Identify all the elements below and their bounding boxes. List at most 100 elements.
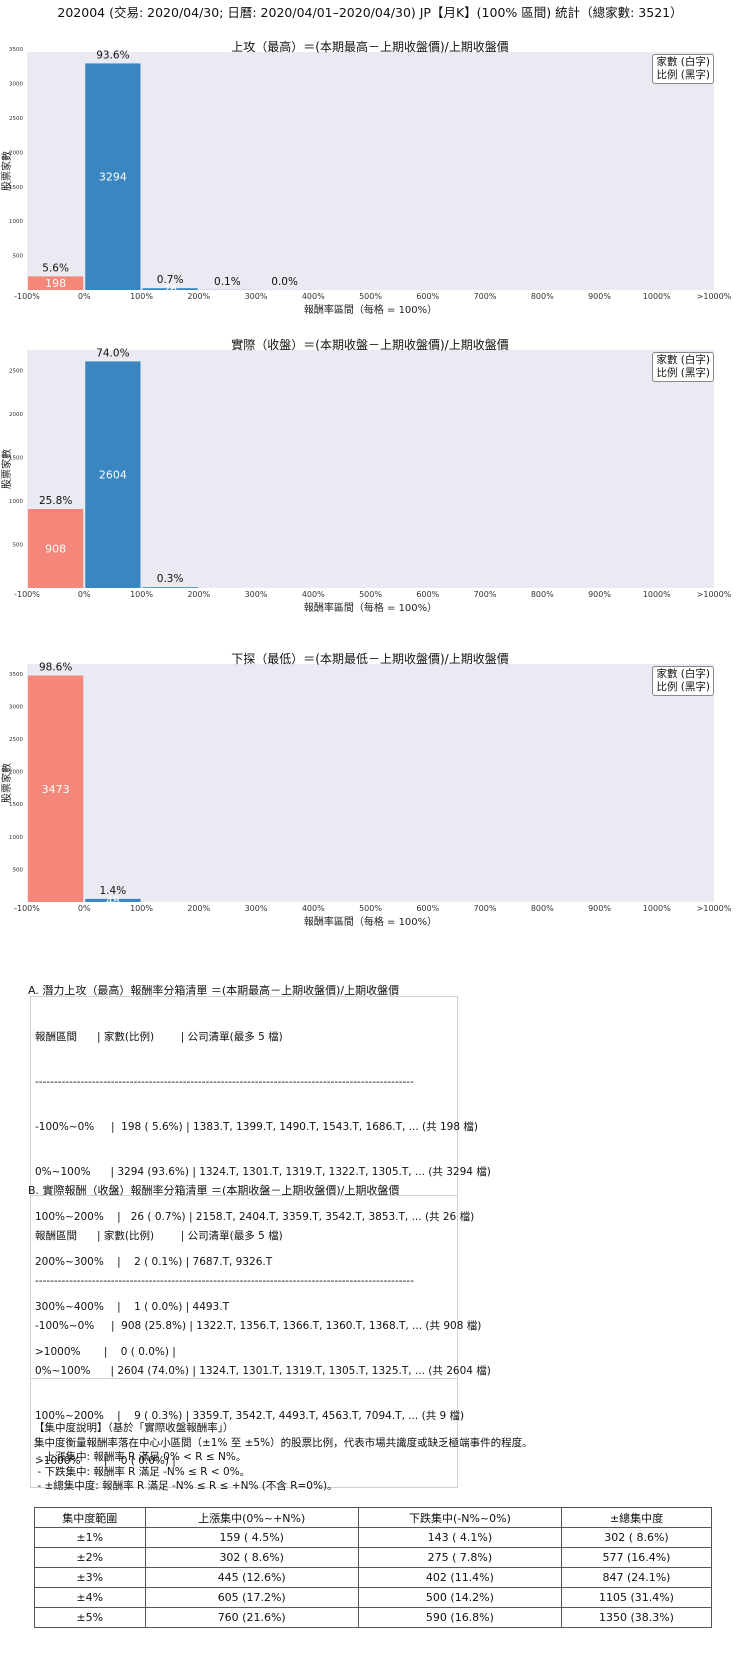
table-header: 下跌集中(-N%~0%)	[357, 1507, 562, 1528]
list-item: 0%~100% | 2604 (74.0%) | 1324.T, 1301.T,…	[35, 1365, 491, 1377]
table-cell: ±1%	[34, 1527, 146, 1548]
bar	[85, 361, 141, 588]
histogram-svg: 500 1000 1500 2000 2500 股票家數 -100% 0% 100% 200% 30…	[0, 347, 732, 614]
x-tick-label: 500%	[359, 292, 382, 301]
table-cell: 605 (17.2%)	[144, 1587, 359, 1608]
table-cell: 590 (16.8%)	[357, 1607, 562, 1628]
list-a-title: A. 潛力上攻（最高）報酬率分箱清單 ＝(本期最高－上期收盤價)/上期收盤價	[28, 984, 400, 997]
table-cell: 1105 (31.4%)	[560, 1587, 713, 1608]
y-tick-label: 3500	[9, 47, 23, 53]
list-header: 報酬區間 | 家數(比例) | 公司清單(最多 5 檔)	[35, 1230, 283, 1242]
table-cell: 500 (14.2%)	[357, 1587, 562, 1608]
legend-ratio: 比例 (黑字)	[656, 367, 710, 379]
list-divider: ----------------------------------------…	[35, 1275, 414, 1287]
y-tick-label: 1500	[9, 185, 23, 191]
y-tick-label: 500	[13, 542, 24, 548]
count-label: 3294	[99, 171, 127, 184]
chart-downside: 500 1000 1500 2000 2500 3000 3500 股票家數 -100% 0% 10…	[0, 648, 740, 960]
count-label: 2604	[99, 469, 127, 482]
y-tick-label: 3000	[9, 82, 23, 88]
legend-count: 家數 (白字)	[656, 668, 710, 680]
pct-label: 0.0%	[271, 276, 298, 288]
plot-area	[27, 52, 714, 290]
list-item: >1000% | 0 ( 0.0%) |	[35, 1455, 176, 1467]
note-line: - ±總集中度: 報酬率 R 滿足 -N% ≤ R ≤ +N% (不含 R=0%…	[34, 1480, 338, 1492]
list-b-title: B. 實際報酬（收盤）報酬率分箱清單 ＝(本期收盤－上期收盤價)/上期收盤價	[28, 1184, 400, 1197]
x-tick-label: 200%	[187, 292, 210, 301]
plot-area	[27, 664, 714, 902]
y-axis-label: 股票家數	[0, 151, 13, 191]
count-label: 26	[163, 283, 177, 296]
y-tick-label: 2000	[9, 150, 23, 156]
x-tick-label: -100%	[14, 292, 40, 301]
table-header: ±總集中度	[560, 1507, 713, 1528]
list-divider: ----------------------------------------…	[35, 1076, 414, 1088]
y-tick-label: 500	[13, 867, 24, 873]
note-line: - 下跌集中: 報酬率 R 滿足 -N% ≤ R < 0%。	[34, 1465, 251, 1478]
table-header: 集中度範圍	[34, 1507, 146, 1528]
pct-label: 5.6%	[42, 262, 69, 274]
x-tick-label: 400%	[302, 590, 325, 599]
x-tick-label: >1000%	[697, 904, 732, 913]
table-cell: 159 ( 4.5%)	[144, 1527, 359, 1548]
x-tick-label: 0%	[78, 590, 91, 599]
table-cell: 143 ( 4.1%)	[357, 1527, 562, 1548]
x-tick-label: 100%	[130, 590, 153, 599]
y-tick-label: 1500	[9, 455, 23, 461]
note-line: 【集中度說明】（基於「實際收盤報酬率」）	[34, 1422, 234, 1434]
x-tick-label: 800%	[531, 590, 554, 599]
list-a-box: 報酬區間 | 家數(比例) | 公司清單(最多 5 檔) -----------…	[30, 996, 491, 1379]
bar	[142, 288, 198, 290]
bar	[85, 63, 141, 290]
x-tick-label: 0%	[78, 292, 91, 301]
concentration-table: 集中度範圍 上漲集中(0%~+N%) 下跌集中(-N%~0%) ±總集中度 ±1…	[34, 1507, 713, 1628]
list-item: >1000% | 0 ( 0.0%) |	[35, 1346, 176, 1358]
x-tick-label: 800%	[531, 904, 554, 913]
histogram-svg: 500 1000 1500 2000 2500 3000 3500 股票家數 -100% 0% 10…	[0, 662, 732, 928]
table-cell: 302 ( 8.6%)	[560, 1527, 713, 1548]
legend-ratio: 比例 (黑字)	[656, 69, 710, 81]
legend: 家數 (白字) 比例 (黑字)	[652, 54, 714, 84]
y-tick-label: 2000	[9, 770, 23, 776]
pct-label: 25.8%	[39, 495, 72, 507]
x-tick-label: 700%	[474, 904, 497, 913]
y-tick-label: 1000	[9, 499, 23, 505]
table-cell: 402 (11.4%)	[357, 1567, 562, 1588]
list-header: 報酬區間 | 家數(比例) | 公司清單(最多 5 檔)	[35, 1031, 283, 1043]
count-label: 48	[106, 894, 120, 907]
y-axis-label: 股票家數	[0, 763, 13, 803]
y-tick-label: 3000	[9, 704, 23, 710]
table-header: 上漲集中(0%~+N%)	[144, 1507, 359, 1528]
x-tick-label: 600%	[416, 590, 439, 599]
table-cell: ±4%	[34, 1587, 146, 1608]
x-tick-label: -100%	[14, 590, 40, 599]
table-cell: 302 ( 8.6%)	[144, 1547, 359, 1568]
table-cell: ±3%	[34, 1567, 146, 1588]
table-cell: ±5%	[34, 1607, 146, 1628]
x-tick-label: 300%	[245, 904, 268, 913]
y-tick-label: 500	[13, 254, 24, 260]
note-line: 集中度衡量報酬率落在中心小區間（±1% 至 ±5%）的股票比例，代表市場共識度或…	[34, 1436, 533, 1449]
y-tick-label: 2500	[9, 368, 23, 374]
pct-label: 0.1%	[214, 276, 241, 288]
table-cell: 445 (12.6%)	[144, 1567, 359, 1588]
pct-label: 1.4%	[100, 885, 127, 897]
table-row: ±4% 605 (17.2%) 500 (14.2%) 1105 (31.4%)	[34, 1587, 713, 1608]
x-tick-label: 500%	[359, 590, 382, 599]
x-axis-label: 報酬率區間（每格 = 100%）	[304, 601, 437, 614]
bar	[142, 587, 198, 588]
count-label: 3473	[42, 783, 70, 796]
legend-count: 家數 (白字)	[656, 56, 710, 68]
note-line: - 上漲集中: 報酬率 R 滿足 0% < R ≤ N%。	[34, 1451, 247, 1463]
legend-count: 家數 (白字)	[656, 354, 710, 366]
x-tick-label: 700%	[474, 590, 497, 599]
legend-ratio: 比例 (黑字)	[656, 681, 710, 693]
chart-title: 下探（最低）＝(本期最低－上期收盤價)/上期收盤價	[231, 652, 509, 666]
chart-close: 500 1000 1500 2000 2500 股票家數 -100% 0% 100% 200% 30…	[0, 334, 740, 646]
count-label: 198	[45, 277, 66, 290]
chart-title: 實際（收盤）＝(本期收盤－上期收盤價)/上期收盤價	[231, 338, 509, 352]
bar	[28, 508, 84, 588]
list-item: 100%~200% | 26 ( 0.7%) | 2158.T, 2404.T,…	[35, 1211, 475, 1223]
x-tick-label: 400%	[302, 904, 325, 913]
table-row: ±1% 159 ( 4.5%) 143 ( 4.1%) 302 ( 8.6%)	[34, 1527, 713, 1548]
